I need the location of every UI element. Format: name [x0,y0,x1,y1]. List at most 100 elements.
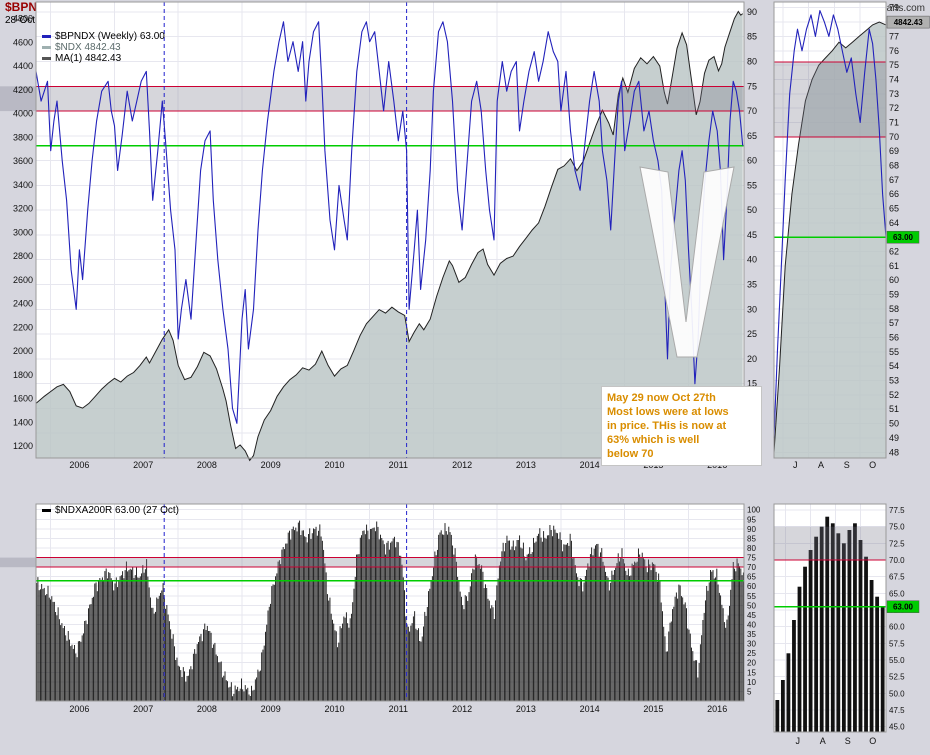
svg-text:35: 35 [747,630,756,639]
svg-text:25: 25 [747,329,757,339]
svg-text:2008: 2008 [197,460,217,470]
svg-text:70.0: 70.0 [889,556,905,565]
svg-text:2007: 2007 [133,460,153,470]
svg-text:2011: 2011 [389,704,408,714]
svg-text:60.0: 60.0 [889,623,905,632]
svg-text:O: O [869,736,876,746]
legend-swatch-icon [42,35,51,38]
svg-text:4800: 4800 [13,14,33,24]
svg-text:70: 70 [889,132,899,142]
svg-text:35: 35 [747,280,757,290]
annotation-line: Most lows were at lows [607,406,729,418]
svg-text:52: 52 [889,390,899,400]
svg-text:J: J [793,460,798,470]
svg-text:58: 58 [889,304,899,314]
svg-text:5: 5 [747,687,752,696]
annotation-note: May 29 now Oct 27th Most lows were at low… [601,386,762,466]
panel-indicator-svg: 1009590858075706560555045403530252015105… [0,503,761,714]
legend-label: $NDXA200R 63.00 (27 Oct) [55,505,179,516]
svg-text:63.00: 63.00 [893,233,914,242]
svg-text:57.5: 57.5 [889,639,905,648]
svg-text:40: 40 [747,255,757,265]
svg-text:2200: 2200 [13,322,33,332]
svg-text:40: 40 [747,621,756,630]
svg-text:95: 95 [747,515,756,524]
svg-text:59: 59 [889,290,899,300]
svg-text:50: 50 [747,205,757,215]
svg-text:3400: 3400 [13,180,33,190]
svg-text:80: 80 [747,544,756,553]
svg-text:4400: 4400 [13,61,33,71]
svg-text:2010: 2010 [324,704,344,714]
annotation-line: below 70 [607,448,654,460]
svg-text:1400: 1400 [13,417,33,427]
svg-text:65: 65 [889,204,899,214]
svg-text:2013: 2013 [516,460,536,470]
svg-text:2011: 2011 [389,460,408,470]
svg-text:2009: 2009 [261,704,281,714]
svg-text:72: 72 [889,103,899,113]
svg-text:J: J [796,736,801,746]
svg-text:30: 30 [747,640,756,649]
svg-text:45: 45 [747,611,756,620]
svg-text:61: 61 [889,261,899,271]
svg-text:2006: 2006 [69,704,89,714]
svg-text:100: 100 [747,506,761,515]
svg-text:67: 67 [889,175,899,185]
svg-text:3200: 3200 [13,204,33,214]
svg-text:2016: 2016 [707,704,727,714]
svg-text:25: 25 [747,649,756,658]
svg-text:A: A [820,736,826,746]
svg-text:49: 49 [889,433,899,443]
svg-text:62: 62 [889,247,899,257]
svg-text:1600: 1600 [13,394,33,404]
svg-text:1200: 1200 [13,441,33,451]
svg-text:65.0: 65.0 [889,589,905,598]
svg-text:1800: 1800 [13,370,33,380]
svg-text:60: 60 [889,275,899,285]
svg-text:55.0: 55.0 [889,656,905,665]
svg-text:2006: 2006 [69,460,89,470]
svg-text:53: 53 [889,376,899,386]
svg-text:2400: 2400 [13,299,33,309]
svg-text:48: 48 [889,447,899,457]
svg-text:70: 70 [747,106,757,116]
svg-text:56: 56 [889,333,899,343]
svg-text:73: 73 [889,89,899,99]
svg-text:70: 70 [747,563,756,572]
svg-text:10: 10 [747,678,756,687]
svg-text:2012: 2012 [452,460,472,470]
svg-text:75: 75 [747,81,757,91]
svg-text:2008: 2008 [197,704,217,714]
svg-text:65: 65 [747,131,757,141]
svg-text:64: 64 [889,218,899,228]
svg-text:75.0: 75.0 [889,523,905,532]
svg-text:4600: 4600 [13,37,33,47]
panel-zoom-svg: 7978777675747372717069686766656463626160… [773,1,930,470]
panel-main-svg: 9085807570656055504540353025201510504800… [0,1,757,470]
svg-text:2014: 2014 [580,704,600,714]
svg-text:65: 65 [747,573,756,582]
annotation-line: May 29 now Oct 27th [607,392,716,404]
svg-text:4842.43: 4842.43 [894,18,923,27]
svg-text:60: 60 [747,582,756,591]
svg-text:55: 55 [889,347,899,357]
annotation-line: 63% which is well [607,434,700,446]
svg-text:50: 50 [747,601,756,610]
svg-text:90: 90 [747,525,756,534]
svg-text:45.0: 45.0 [889,723,905,732]
svg-text:74: 74 [889,74,899,84]
legend-swatch-icon [42,57,51,60]
svg-text:66: 66 [889,189,899,199]
panel-indicator-zoom-svg: 77.575.072.570.067.565.062.560.057.555.0… [773,503,920,746]
svg-text:54: 54 [889,361,899,371]
svg-text:63.00: 63.00 [893,603,914,612]
svg-text:S: S [845,736,851,746]
svg-text:51: 51 [889,404,899,414]
svg-text:2800: 2800 [13,251,33,261]
svg-text:76: 76 [889,46,899,56]
svg-text:2009: 2009 [261,460,281,470]
legend-item: MA(1) 4842.43 [42,53,165,64]
svg-text:2014: 2014 [580,460,600,470]
